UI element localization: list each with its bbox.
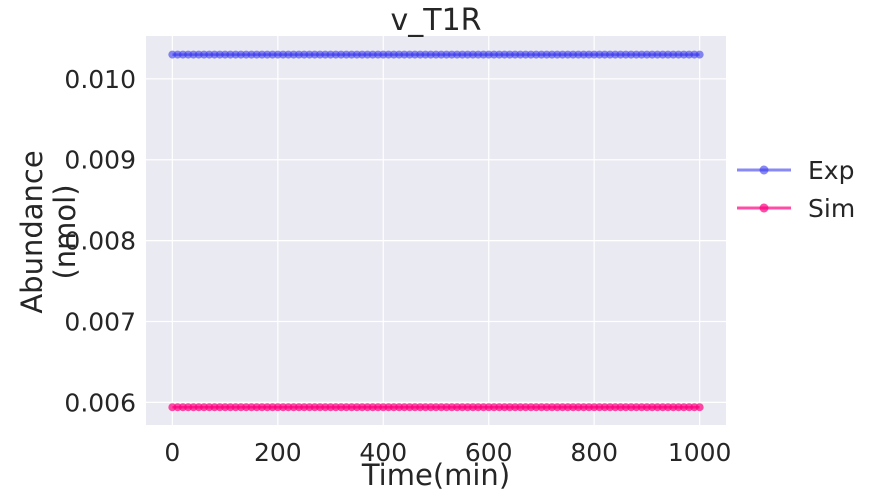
legend-swatch-marker [759, 165, 769, 175]
x-tick-label: 800 [570, 438, 618, 467]
legend-swatch-marker [759, 203, 769, 213]
y-tick-label: 0.007 [64, 307, 136, 336]
grid [146, 36, 726, 425]
y-axis-label-line-2: (nmol) [48, 184, 82, 279]
data-point [695, 50, 704, 59]
x-tick-label: 0 [164, 438, 180, 467]
data-point [695, 403, 704, 412]
x-tick-label: 200 [254, 438, 302, 467]
series-exp [168, 50, 704, 59]
x-tick-label: 400 [359, 438, 407, 467]
plot-background [146, 36, 726, 425]
legend-item-exp: Exp [737, 156, 854, 185]
series-layer [168, 50, 704, 412]
legend: Exp Sim [737, 156, 855, 223]
x-ticks: 0 200 400 600 800 1000 [164, 438, 731, 467]
y-tick-label: 0.006 [64, 388, 136, 417]
y-tick-label: 0.008 [64, 227, 136, 256]
x-tick-label: 600 [465, 438, 513, 467]
legend-label: Sim [808, 194, 855, 223]
series-sim [168, 403, 704, 412]
y-ticks: 0.006 0.007 0.008 0.009 0.010 [64, 65, 136, 417]
x-axis-label: Time(min) [361, 458, 510, 492]
legend-label: Exp [808, 156, 854, 185]
legend-item-sim: Sim [737, 194, 855, 223]
y-axis-label-line-1: Abundance [15, 150, 49, 313]
y-tick-label: 0.010 [64, 65, 136, 94]
x-tick-label: 1000 [668, 438, 732, 467]
chart-title: v_T1R [390, 3, 481, 38]
y-tick-label: 0.009 [64, 146, 136, 175]
